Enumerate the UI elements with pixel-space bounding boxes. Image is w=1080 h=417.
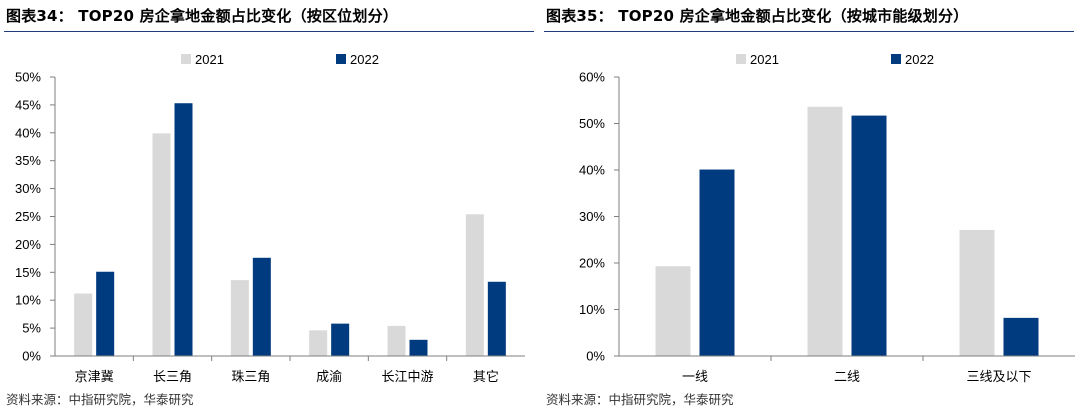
bar-2021-二线 bbox=[807, 106, 843, 356]
y-tick-label: 25% bbox=[15, 209, 41, 224]
x-category-label: 二线 bbox=[834, 370, 860, 385]
bar-2022-成渝 bbox=[331, 323, 350, 356]
legend-swatch-2022 bbox=[336, 54, 346, 64]
y-tick-label: 0% bbox=[22, 349, 41, 364]
y-tick-label: 20% bbox=[579, 256, 605, 271]
x-category-label: 成渝 bbox=[316, 369, 342, 385]
title-rule bbox=[544, 31, 1074, 32]
bar-2021-长三角 bbox=[152, 133, 171, 356]
y-tick-label: 0% bbox=[586, 349, 605, 364]
x-category-label: 一线 bbox=[682, 370, 708, 385]
left-chart-panel: 图表34： TOP20 房企拿地金额占比变化（按区位划分） 0% 5% 10% 15%… bbox=[4, 7, 534, 407]
city-tier-bar-chart: 0% 10% 20% 30% 40% 50% 60% 一线 二线 三线及以下 2021 2022 bbox=[579, 52, 1075, 385]
bar-2022-珠三角 bbox=[252, 257, 271, 356]
chart-title: 图表34： TOP20 房企拿地金额占比变化（按区位划分） bbox=[6, 7, 398, 25]
y-tick-label: 10% bbox=[15, 293, 41, 308]
legend-swatch-2021 bbox=[181, 54, 191, 64]
y-tick-label: 10% bbox=[579, 302, 605, 317]
y-tick-label: 50% bbox=[15, 70, 41, 85]
y-tick-label: 30% bbox=[15, 181, 41, 196]
bar-2021-一线 bbox=[655, 266, 691, 356]
y-tick-label: 50% bbox=[579, 116, 605, 131]
x-category-label: 三线及以下 bbox=[966, 370, 1031, 385]
bar-2022-京津冀 bbox=[96, 271, 115, 356]
bar-2021-三线及以下 bbox=[959, 229, 995, 356]
bar-2022-二线 bbox=[851, 115, 887, 356]
y-tick-label: 20% bbox=[15, 237, 41, 252]
legend-label-2021: 2021 bbox=[750, 52, 779, 67]
y-tick-label: 40% bbox=[579, 163, 605, 178]
chart-title: 图表35： TOP20 房企拿地金额占比变化（按城市能级划分） bbox=[546, 7, 969, 25]
source-note: 资料来源：中指研究院，华泰研究 bbox=[546, 392, 734, 407]
x-category-label: 京津冀 bbox=[75, 369, 114, 385]
bar-2022-长三角 bbox=[174, 103, 193, 356]
legend-swatch-2021 bbox=[736, 54, 746, 64]
source-note: 资料来源：中指研究院，华泰研究 bbox=[6, 392, 194, 407]
right-chart-panel: 图表35： TOP20 房企拿地金额占比变化（按城市能级划分） 0% 10% 20%… bbox=[540, 0, 1080, 417]
x-category-label: 长江中游 bbox=[381, 370, 433, 385]
bar-2022-长江中游 bbox=[409, 339, 428, 356]
y-tick-label: 60% bbox=[579, 70, 605, 85]
legend-swatch-2022 bbox=[891, 54, 901, 64]
legend-label-2022: 2022 bbox=[350, 52, 379, 67]
bar-2022-一线 bbox=[699, 169, 735, 356]
bar-2021-成渝 bbox=[309, 330, 328, 356]
x-category-label: 珠三角 bbox=[231, 370, 270, 385]
bar-2021-珠三角 bbox=[230, 280, 249, 356]
region-bar-chart: 0% 5% 10% 15% 20% 25% 30% 35% 40% 45% 50% 京津冀 长三角 珠三角… bbox=[15, 52, 525, 385]
y-tick-label: 30% bbox=[579, 209, 605, 224]
y-tick-label: 40% bbox=[15, 125, 41, 140]
bar-2022-三线及以下 bbox=[1003, 317, 1039, 356]
bar-2021-其它 bbox=[465, 214, 484, 356]
bar-2021-长江中游 bbox=[387, 325, 406, 356]
y-tick-label: 5% bbox=[22, 321, 41, 336]
x-category-label: 长三角 bbox=[153, 370, 192, 385]
bar-2021-京津冀 bbox=[74, 293, 93, 356]
legend-label-2021: 2021 bbox=[195, 52, 224, 67]
y-tick-label: 45% bbox=[15, 97, 41, 112]
x-category-label: 其它 bbox=[473, 369, 499, 385]
y-tick-label: 15% bbox=[15, 265, 41, 280]
title-rule bbox=[4, 31, 534, 32]
y-tick-label: 35% bbox=[15, 153, 41, 168]
bar-2022-其它 bbox=[487, 281, 506, 356]
legend-label-2022: 2022 bbox=[905, 52, 934, 67]
